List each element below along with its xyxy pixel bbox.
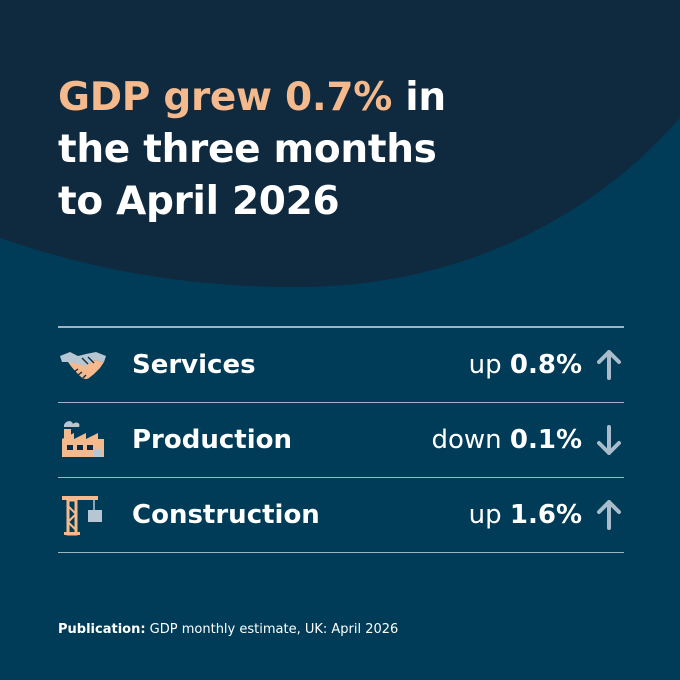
headline-highlight: GDP grew 0.7% (58, 75, 393, 120)
sector-row-production: Production down 0.1% (58, 403, 624, 478)
sector-row-construction: Construction up 1.6% (58, 478, 624, 553)
sector-label: Services (132, 350, 256, 380)
headline: GDP grew 0.7% in the three months to Apr… (58, 72, 618, 228)
sector-change: down 0.1% (431, 423, 582, 457)
sector-label: Construction (132, 500, 320, 530)
arrow-down-icon (597, 425, 621, 455)
arrow-up-icon (597, 500, 621, 530)
change-direction: down (431, 425, 502, 455)
change-value: 0.1% (509, 425, 582, 455)
headline-line-3: to April 2026 (58, 179, 340, 224)
publication-label: Publication: (58, 622, 146, 637)
publication-footer: Publication: GDP monthly estimate, UK: A… (58, 622, 398, 637)
publication-text: GDP monthly estimate, UK: April 2026 (145, 622, 399, 637)
change-value: 0.8% (509, 350, 582, 380)
headline-line-1-rest: in (392, 75, 446, 120)
handshake-icon (60, 352, 106, 380)
arrow-up-icon (597, 350, 621, 380)
change-value: 1.6% (509, 500, 582, 530)
sector-label: Production (132, 425, 292, 455)
crane-icon (62, 496, 102, 536)
sector-change: up 0.8% (469, 348, 582, 382)
factory-icon (62, 421, 104, 457)
sector-row-services: Services up 0.8% (58, 328, 624, 403)
headline-line-2: the three months (58, 127, 437, 172)
sector-table: Services up 0.8% Production down 0.1% (58, 326, 624, 553)
sector-change: up 1.6% (469, 498, 582, 532)
change-direction: up (468, 500, 502, 530)
headline-line-1: GDP grew 0.7% in (58, 72, 618, 124)
change-direction: up (468, 350, 502, 380)
